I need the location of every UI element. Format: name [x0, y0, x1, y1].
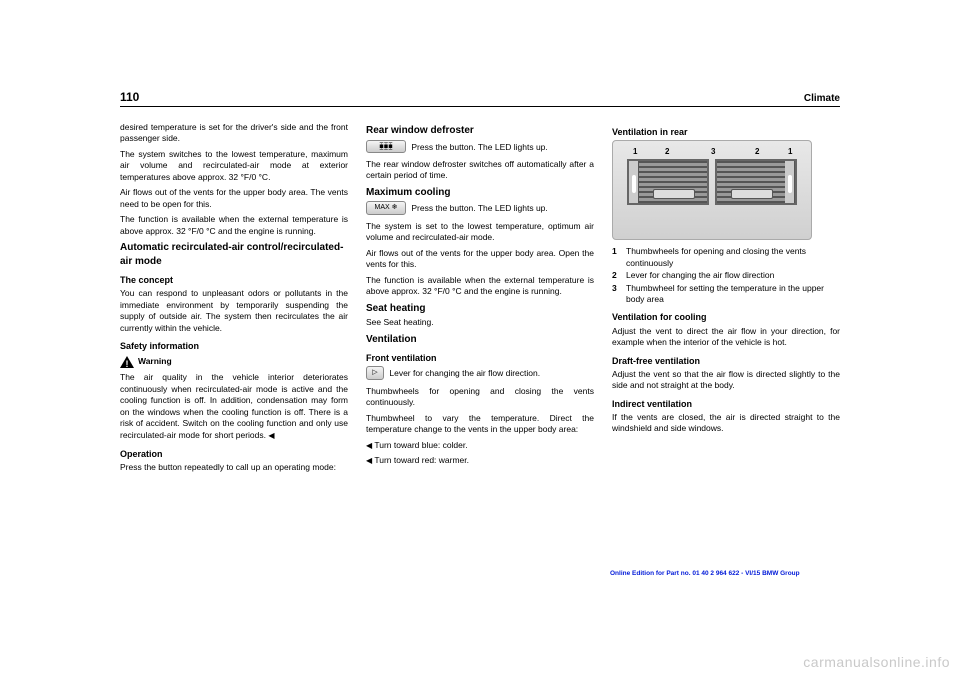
figure-label-1: 1 [788, 147, 792, 158]
body-text: Air flows out of the vents for the upper… [366, 248, 594, 271]
page-section-title: Climate [804, 93, 840, 104]
legend-item-2: 2Lever for changing the air flow directi… [612, 270, 840, 281]
figure-label-2: 2 [665, 147, 669, 158]
body-text: Thumbwheel to vary the temperature. Dire… [366, 413, 594, 436]
list-item: ◀ Turn toward red: warmer. [366, 455, 594, 467]
body-text: desired temperature is set for the drive… [120, 122, 348, 145]
end-marker-icon: ◀ [268, 431, 274, 440]
heading-seat-heating: Seat heating [366, 302, 594, 316]
body-text: ▷ Lever for changing the air flow direct… [366, 366, 594, 381]
page-header: 110 Climate [120, 90, 840, 107]
body-text: See Seat heating. [366, 317, 594, 328]
vent-right [715, 159, 797, 205]
subheading-rear-vent: Ventilation in rear [612, 126, 840, 138]
body-text: The system is set to the lowest temperat… [366, 221, 594, 244]
max-cooling-button-icon: MAX ❄ [366, 201, 406, 214]
subheading-front-vent: Front ventilation [366, 352, 594, 364]
heading-rear-defrost: Rear window defroster [366, 124, 594, 138]
body-text: The function is available when the exter… [366, 275, 594, 298]
rear-vent-figure: 1 2 3 2 1 [612, 140, 812, 240]
warning-label: Warning [138, 356, 172, 367]
body-text: Thumbwheels for opening and closing the … [366, 386, 594, 409]
body-text: Air flows out of the vents for the upper… [120, 187, 348, 210]
arrow-button-icon: ▷ [366, 366, 384, 379]
subheading-safety: Safety information [120, 340, 348, 352]
body-text: Adjust the vent to direct the air flow i… [612, 326, 840, 349]
body-text: If the vents are closed, the air is dire… [612, 412, 840, 435]
warning-icon: ! [120, 356, 134, 368]
body-text: ⧯⧯⧯ Press the button. The LED lights up. [366, 140, 594, 155]
subheading-concept: The concept [120, 274, 348, 286]
vent-left [627, 159, 709, 205]
rear-defrost-button-icon: ⧯⧯⧯ [366, 140, 406, 153]
legend-item-3: 3Thumbwheel for setting the temperature … [612, 283, 840, 306]
bullet-icon: ◀ [366, 441, 372, 450]
list-item: ◀ Turn toward blue: colder. [366, 440, 594, 452]
column-1: desired temperature is set for the drive… [120, 120, 348, 477]
heading-recirc: Automatic recirculated-air control/recir… [120, 241, 348, 268]
heading-max-cooling: Maximum cooling [366, 186, 594, 200]
warning-box: ! Warning [120, 356, 348, 368]
subheading-cooling-vent: Ventilation for cooling [612, 311, 840, 323]
body-text: You can respond to unpleasant odors or p… [120, 288, 348, 334]
body-text: Adjust the vent so that the air flow is … [612, 369, 840, 392]
body-text: The rear window defroster switches off a… [366, 159, 594, 182]
warning-body: The air quality in the vehicle interior … [120, 372, 348, 441]
page-number: 110 [120, 90, 139, 104]
body-text: MAX ❄ Press the button. The LED lights u… [366, 201, 594, 216]
body-text: The system switches to the lowest temper… [120, 149, 348, 183]
subheading-indirect: Indirect ventilation [612, 398, 840, 410]
body-text: The function is available when the exter… [120, 214, 348, 237]
figure-label-3: 3 [711, 147, 715, 158]
svg-text:!: ! [126, 359, 129, 368]
figure-label-2: 2 [755, 147, 759, 158]
edition-footer: Online Edition for Part no. 01 40 2 964 … [610, 570, 800, 577]
figure-label-1: 1 [633, 147, 637, 158]
legend-item-1: 1Thumbwheels for opening and closing the… [612, 246, 840, 269]
subheading-draft-free: Draft-free ventilation [612, 355, 840, 367]
column-2: Rear window defroster ⧯⧯⧯ Press the butt… [366, 120, 594, 477]
column-3: Ventilation in rear 1 2 3 2 1 1Thumbwhee… [612, 120, 840, 477]
heading-ventilation: Ventilation [366, 333, 594, 347]
watermark: carmanualsonline.info [803, 654, 950, 670]
body-text: Press the button repeatedly to call up a… [120, 462, 348, 473]
subheading-operation: Operation [120, 448, 348, 460]
bullet-icon: ◀ [366, 456, 372, 465]
